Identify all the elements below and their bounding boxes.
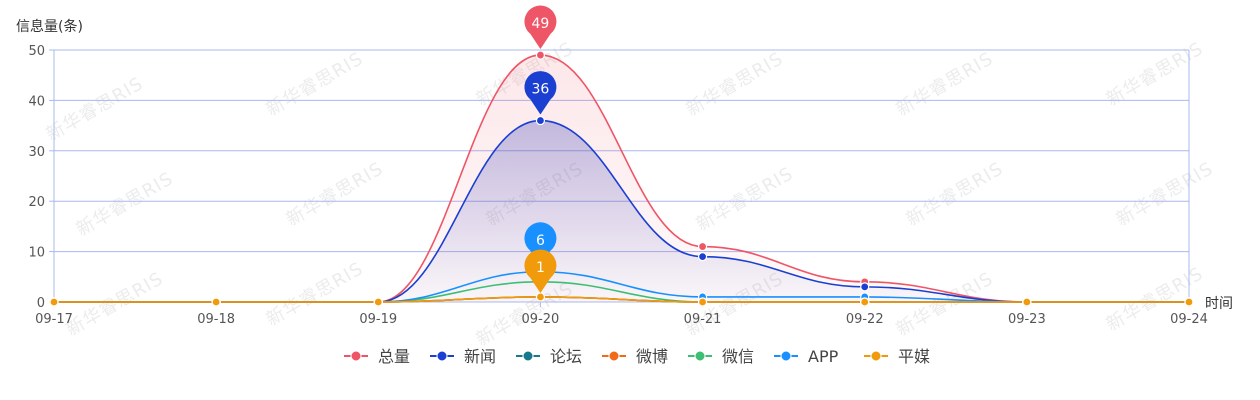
y-tick-label: 10 [28, 246, 45, 261]
legend-item[interactable]: 新闻 [430, 347, 496, 366]
data-point [49, 297, 59, 307]
data-point [1184, 297, 1194, 307]
legend-label: 微博 [636, 347, 668, 366]
data-point [535, 115, 546, 126]
area-total [54, 55, 1189, 302]
pin-shape [524, 249, 557, 293]
legend-marker [522, 350, 534, 362]
x-tick-label: 09-21 [684, 312, 722, 327]
peak-marker: 1 [524, 249, 557, 293]
legend-item[interactable]: 微信 [688, 347, 754, 366]
data-point [1022, 297, 1032, 307]
y-tick-label: 0 [37, 296, 45, 311]
y-axis-label: 信息量(条) [16, 18, 83, 35]
legend-marker [436, 350, 448, 362]
x-tick-label: 09-18 [197, 312, 235, 327]
legend-label: APP [808, 347, 839, 366]
pin-shape [524, 5, 557, 50]
legend-marker [608, 350, 620, 362]
legend-label: 微信 [722, 347, 754, 366]
y-tick-label: 20 [28, 195, 45, 210]
data-point [860, 282, 870, 292]
legend-item[interactable]: 总量 [344, 347, 410, 366]
x-tick-label: 09-24 [1170, 312, 1208, 327]
legend-label: 平媒 [898, 347, 930, 366]
peak-marker: 49 [524, 5, 557, 50]
legend-item[interactable]: 平媒 [864, 347, 930, 366]
legend-marker [350, 350, 362, 362]
legend-item[interactable]: 微博 [602, 347, 668, 366]
x-tick-label: 09-23 [1008, 312, 1046, 327]
y-tick-label: 30 [28, 145, 45, 160]
pin-label: 36 [532, 82, 550, 98]
x-tick-label: 09-20 [522, 312, 560, 327]
legend-label: 总量 [378, 347, 410, 366]
pin-label: 6 [536, 233, 545, 249]
legend-item[interactable]: APP [774, 347, 839, 366]
legend-label: 论坛 [550, 347, 582, 366]
data-point [535, 292, 546, 302]
peak-marker: 36 [524, 71, 557, 115]
pin-shape [524, 222, 557, 266]
legend-label: 新闻 [464, 347, 496, 366]
pin-shape [524, 71, 557, 115]
x-tick-label: 09-22 [846, 312, 884, 327]
x-tick-label: 09-19 [359, 312, 397, 327]
legend-marker [870, 350, 882, 362]
legend: 总量 新闻 论坛 微博 微信 APP 平媒 [344, 347, 930, 366]
pin-label: 49 [532, 16, 550, 32]
data-point [211, 297, 221, 307]
data-point [697, 297, 708, 307]
data-point [860, 297, 870, 307]
y-tick-label: 40 [28, 94, 45, 109]
data-point [535, 50, 546, 60]
legend-marker [780, 350, 792, 362]
data-point [697, 252, 708, 262]
x-axis-label: 时间 [1205, 296, 1233, 312]
legend-item[interactable]: 论坛 [516, 347, 582, 366]
pin-label: 1 [536, 260, 545, 276]
x-tick-label: 09-17 [35, 312, 73, 327]
legend-marker [694, 350, 706, 362]
y-tick-label: 50 [28, 44, 45, 59]
area-news [54, 120, 1189, 302]
peak-marker: 6 [524, 222, 557, 266]
data-point [697, 241, 708, 252]
data-point [373, 297, 383, 307]
series-line [54, 296, 1189, 303]
